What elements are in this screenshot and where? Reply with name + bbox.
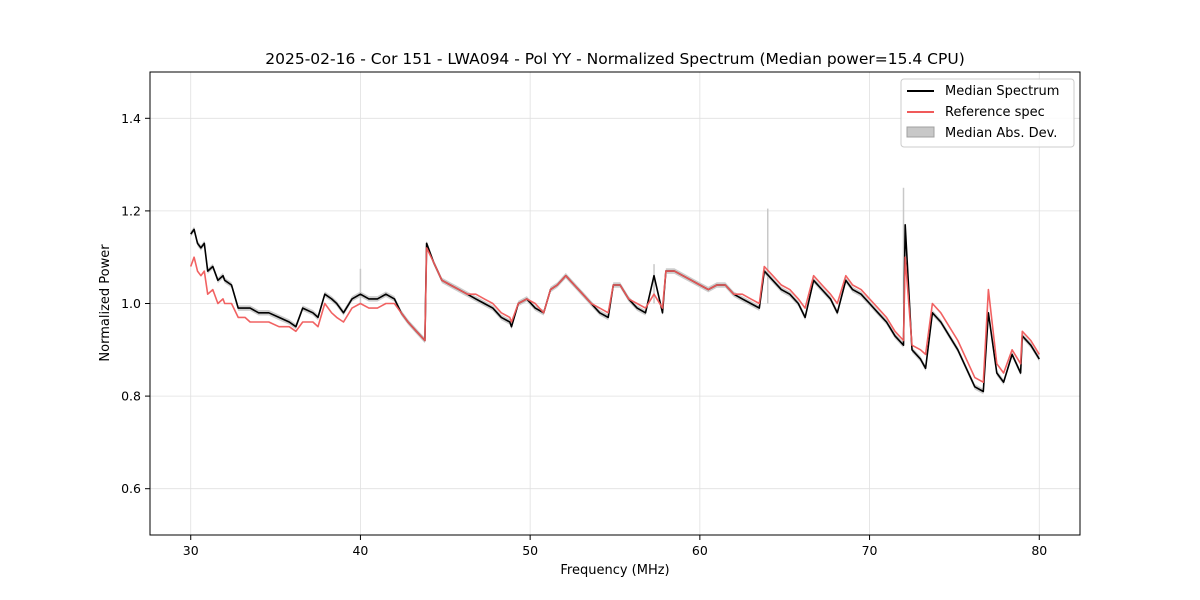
mad-band (190, 222, 1040, 395)
x-tick-label: 80 (1031, 543, 1047, 558)
x-tick-label: 30 (183, 543, 199, 558)
y-tick-label: 0.8 (121, 389, 141, 404)
y-axis-label: Normalized Power (98, 244, 113, 362)
reference-series-layer (189, 247, 1040, 384)
legend-median-label: Median Spectrum (945, 84, 1059, 99)
y-tick-label: 1.4 (121, 111, 141, 126)
reference-spectrum-line (189, 247, 1040, 384)
x-axis-label: Frequency (MHz) (560, 563, 669, 578)
x-tick-label: 40 (352, 543, 368, 558)
x-tick-label: 70 (862, 543, 878, 558)
legend-reference-label: Reference spec (945, 105, 1045, 120)
y-tick-label: 1.0 (121, 296, 141, 311)
tick-layer: 30 40 50 60 70 80 0.6 0.8 1.0 1.2 1.4 (121, 111, 1047, 558)
y-tick-label: 0.6 (121, 481, 141, 496)
legend-box (900, 78, 1075, 148)
x-tick-label: 60 (692, 543, 708, 558)
legend-mad-swatch (906, 126, 935, 138)
mad-band-layer (190, 187, 1040, 395)
median-series-layer (190, 224, 1040, 393)
median-spectrum-line (190, 224, 1040, 393)
legend-mad-label: Median Abs. Dev. (945, 126, 1057, 141)
legend: Median Spectrum Reference spec Median Ab… (900, 78, 1075, 148)
y-tick-label: 1.2 (121, 203, 141, 218)
chart-title: 2025-02-16 - Cor 151 - LWA094 - Pol YY -… (265, 50, 965, 68)
x-tick-label: 50 (522, 543, 538, 558)
